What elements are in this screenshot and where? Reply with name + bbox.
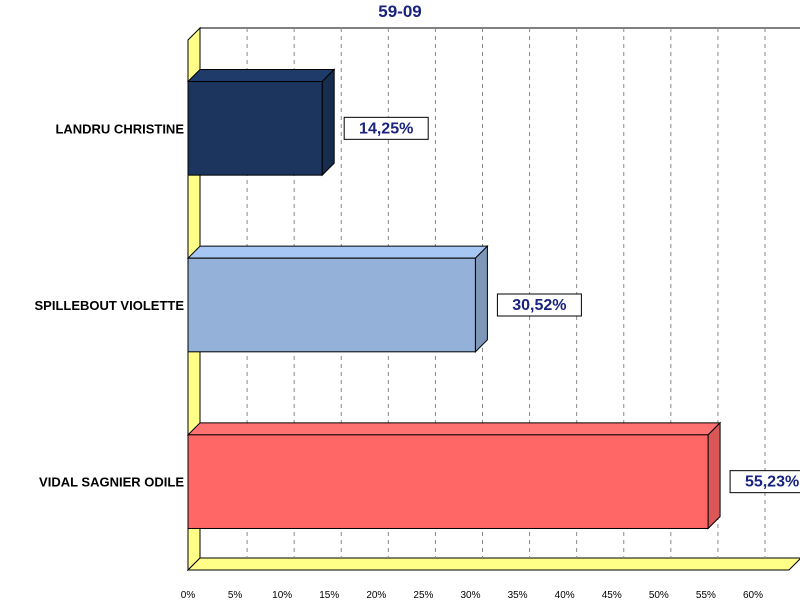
category-label: LANDRU CHRISTINE	[55, 121, 184, 136]
x-tick-label: 50%	[649, 590, 669, 600]
bar	[187, 81, 323, 176]
bar-top-face	[186, 422, 722, 436]
x-tick-label: 0%	[181, 590, 196, 600]
data-label: 30,52%	[512, 297, 566, 314]
bar-side-face	[474, 244, 488, 354]
x-tick-label: 30%	[460, 590, 480, 600]
category-label: SPILLEBOUT VIOLETTE	[34, 298, 184, 313]
chart-title: 59-09	[378, 2, 422, 21]
x-tick-label: 15%	[319, 590, 339, 600]
bar-top-face	[186, 245, 489, 259]
x-tick-label: 35%	[508, 590, 528, 600]
x-tick-label: 55%	[696, 590, 716, 600]
data-label-box	[729, 470, 800, 494]
data-label: 55,23%	[745, 474, 799, 491]
floor	[186, 557, 800, 571]
bar	[187, 434, 709, 529]
x-tick-label: 40%	[555, 590, 575, 600]
x-tick-label: 45%	[602, 590, 622, 600]
data-label-box	[496, 293, 582, 317]
x-tick-label: 10%	[272, 590, 292, 600]
bar-side-face	[321, 68, 335, 177]
data-label: 14,25%	[359, 120, 413, 137]
bar-side-face	[707, 421, 721, 530]
x-tick-label: 20%	[366, 590, 386, 600]
x-tick-label: 60%	[743, 590, 763, 600]
data-label-box	[343, 116, 429, 140]
category-label: VIDAL SAGNIER ODILE	[39, 475, 184, 490]
bar-top-face	[186, 69, 336, 83]
x-tick-label: 25%	[413, 590, 433, 600]
bar	[187, 257, 476, 353]
x-tick-label: 5%	[228, 590, 243, 600]
